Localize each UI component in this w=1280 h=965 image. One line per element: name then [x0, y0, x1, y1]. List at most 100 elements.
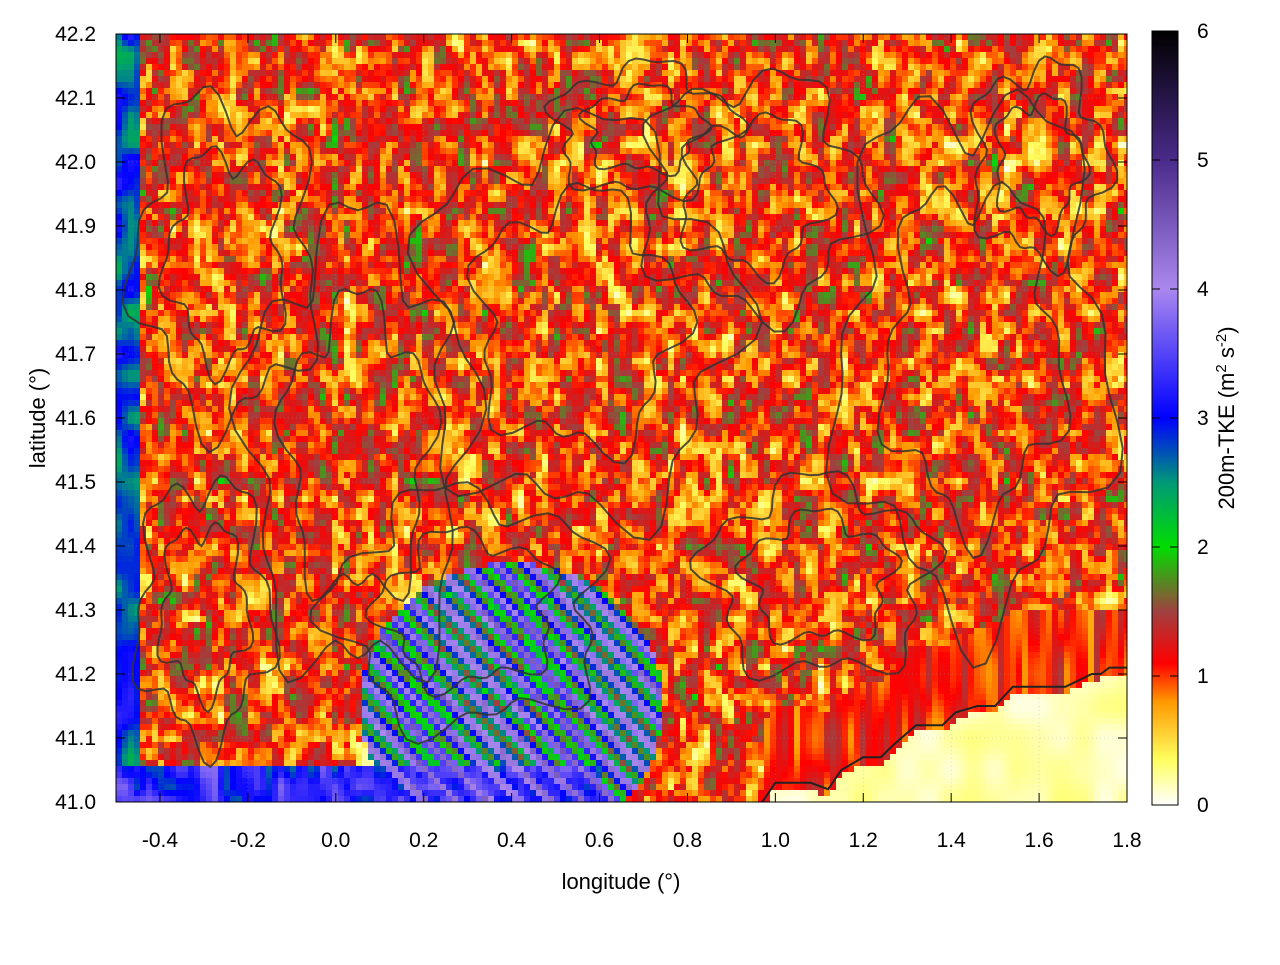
heatmap-cell	[704, 142, 711, 149]
heatmap-cell	[266, 76, 273, 83]
heatmap-cell	[1058, 196, 1065, 203]
heatmap-cell	[470, 160, 477, 167]
heatmap-cell	[932, 112, 939, 119]
heatmap-cell	[494, 160, 501, 167]
heatmap-cell	[464, 76, 471, 83]
heatmap-cell	[578, 154, 585, 161]
heatmap-cell	[362, 82, 369, 89]
heatmap-cell	[284, 40, 291, 47]
heatmap-cell	[374, 40, 381, 47]
heatmap-cell	[134, 196, 141, 203]
heatmap-cell	[500, 190, 507, 197]
heatmap-cell	[158, 94, 165, 101]
heatmap-cell	[746, 58, 753, 65]
heatmap-cell	[116, 70, 123, 77]
heatmap-cell	[470, 202, 477, 209]
heatmap-cell	[146, 172, 153, 179]
heatmap-cell	[566, 118, 573, 125]
heatmap-cell	[386, 130, 393, 137]
heatmap-cell	[134, 142, 141, 149]
heatmap-cell	[872, 70, 879, 77]
heatmap-cell	[140, 82, 147, 89]
heatmap-cell	[854, 142, 861, 149]
heatmap-cell	[596, 88, 603, 95]
heatmap-cell	[242, 88, 249, 95]
heatmap-cell	[176, 88, 183, 95]
heatmap-cell	[152, 34, 159, 41]
heatmap-cell	[788, 58, 795, 65]
heatmap-cell	[656, 70, 663, 77]
heatmap-cell	[554, 70, 561, 77]
heatmap-cell	[956, 148, 963, 155]
heatmap-cell	[554, 124, 561, 131]
heatmap-cell	[218, 124, 225, 131]
heatmap-cell	[476, 160, 483, 167]
heatmap-cell	[1052, 40, 1059, 47]
heatmap-cell	[554, 106, 561, 113]
heatmap-cell	[908, 64, 915, 71]
heatmap-cell	[920, 196, 927, 203]
heatmap-cell	[788, 40, 795, 47]
heatmap-cell	[488, 124, 495, 131]
heatmap-cell	[608, 52, 615, 59]
heatmap-cell	[908, 196, 915, 203]
heatmap-cell	[890, 46, 897, 53]
heatmap-cell	[1088, 82, 1095, 89]
heatmap-cell	[884, 64, 891, 71]
heatmap-cell	[500, 178, 507, 185]
heatmap-cell	[932, 202, 939, 209]
heatmap-cell	[626, 136, 633, 143]
heatmap-cell	[650, 208, 657, 215]
heatmap-cell	[206, 166, 213, 173]
heatmap-cell	[794, 124, 801, 131]
heatmap-cell	[530, 34, 537, 41]
heatmap-cell	[1064, 94, 1071, 101]
heatmap-cell	[500, 202, 507, 209]
heatmap-cell	[272, 82, 279, 89]
heatmap-cell	[584, 160, 591, 167]
heatmap-cell	[1100, 154, 1107, 161]
heatmap-cell	[194, 172, 201, 179]
heatmap-cell	[626, 190, 633, 197]
heatmap-cell	[1118, 76, 1125, 83]
heatmap-cell	[896, 148, 903, 155]
heatmap-cell	[128, 76, 135, 83]
heatmap-cell	[482, 88, 489, 95]
heatmap-cell	[506, 76, 513, 83]
heatmap-cell	[644, 52, 651, 59]
heatmap-cell	[1046, 136, 1053, 143]
heatmap-cell	[332, 88, 339, 95]
heatmap-cell	[338, 118, 345, 125]
heatmap-cell	[692, 94, 699, 101]
heatmap-cell	[296, 190, 303, 197]
heatmap-cell	[998, 124, 1005, 131]
heatmap-cell	[788, 52, 795, 59]
heatmap-cell	[374, 154, 381, 161]
heatmap-cell	[254, 58, 261, 65]
heatmap-cell	[464, 196, 471, 203]
heatmap-cell	[350, 196, 357, 203]
heatmap-cell	[200, 202, 207, 209]
heatmap-cell	[1112, 202, 1119, 209]
heatmap-cell	[782, 190, 789, 197]
heatmap-cell	[416, 184, 423, 191]
heatmap-cell	[656, 52, 663, 59]
heatmap-cell	[326, 124, 333, 131]
heatmap-cell	[806, 190, 813, 197]
heatmap-cell	[146, 58, 153, 65]
heatmap-cell	[758, 52, 765, 59]
heatmap-cell	[638, 172, 645, 179]
heatmap-cell	[734, 64, 741, 71]
heatmap-cell	[224, 52, 231, 59]
heatmap-cell	[410, 94, 417, 101]
heatmap-cell	[446, 178, 453, 185]
heatmap-cell	[1064, 46, 1071, 53]
heatmap-cell	[362, 136, 369, 143]
heatmap-cell	[704, 34, 711, 41]
heatmap-cell	[728, 34, 735, 41]
heatmap-cell	[560, 160, 567, 167]
heatmap-cell	[272, 196, 279, 203]
heatmap-cell	[758, 124, 765, 131]
heatmap-cell	[932, 82, 939, 89]
heatmap-cell	[926, 82, 933, 89]
